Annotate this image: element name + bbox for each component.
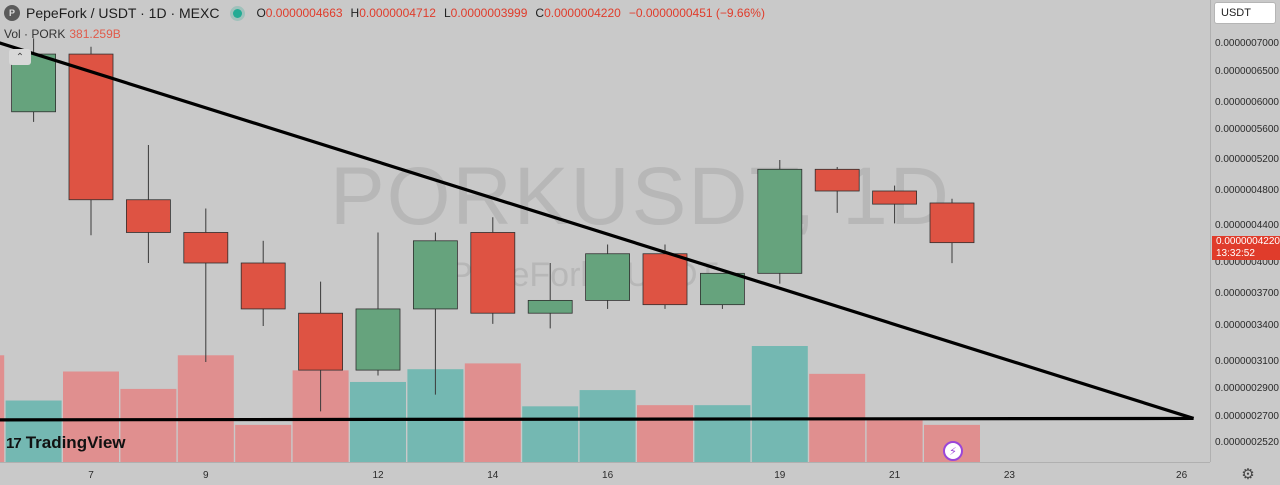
candle-body — [642, 253, 688, 306]
lightning-icon[interactable]: ⚡ — [943, 441, 963, 461]
candle-body — [355, 308, 401, 371]
volume-bar — [350, 381, 406, 462]
candle-body — [412, 240, 458, 310]
candle-body — [183, 232, 229, 264]
volume-bar — [464, 363, 521, 462]
time-tick-label: 7 — [88, 470, 94, 481]
trendline-descending-resistance — [0, 41, 1195, 420]
last-price-badge: 0.0000004220 13:32:52 — [1212, 236, 1280, 260]
symbol-title[interactable]: PepeFork / USDT · 1D · MEXC — [26, 5, 220, 21]
volume-bar — [522, 406, 579, 462]
volume-bar — [866, 420, 923, 462]
last-price-value: 0.0000004220 — [1216, 236, 1280, 247]
candle-body — [929, 202, 975, 244]
price-tick-label: 0.0000002700 — [1215, 411, 1279, 422]
volume-bar — [5, 400, 62, 462]
candle-body — [757, 168, 803, 274]
candle-body — [872, 190, 917, 205]
time-tick-label: 23 — [1003, 470, 1015, 481]
tradingview-logo-text: TradingView — [25, 433, 126, 452]
currency-select[interactable]: USDT — [1214, 2, 1276, 24]
time-tick-label: 21 — [889, 470, 901, 481]
volume-legend[interactable]: Vol · PORK 381.259B — [4, 27, 121, 41]
volume-bar — [751, 346, 808, 462]
candle-body — [814, 168, 860, 192]
tradingview-logo[interactable]: 17 TradingView — [6, 433, 126, 453]
market-status-icon[interactable] — [233, 8, 243, 18]
gear-icon[interactable]: ⚙ — [1241, 466, 1255, 483]
price-tick-label: 0.0000003700 — [1215, 288, 1279, 299]
time-tick-label: 16 — [602, 470, 614, 481]
volume-bar — [579, 390, 636, 462]
candle-body — [240, 262, 286, 310]
volume-value: 381.259B — [69, 27, 121, 41]
price-tick-label: 0.0000006500 — [1215, 66, 1279, 77]
time-tick-label: 14 — [487, 470, 499, 481]
symbol-logo-icon[interactable]: P — [4, 5, 20, 21]
candle-body — [298, 312, 344, 371]
price-scale[interactable] — [1210, 0, 1280, 462]
volume-bar — [177, 355, 234, 462]
price-tick-label: 0.0000005600 — [1215, 124, 1279, 135]
candle-body — [700, 272, 745, 306]
candle-body — [470, 232, 516, 314]
time-tick-label: 19 — [774, 470, 786, 481]
chevron-up-icon: ⌃ — [15, 51, 25, 63]
price-tick-label: 0.0000004800 — [1215, 185, 1279, 196]
high-value: 0.0000004712 — [359, 6, 436, 20]
price-tick-label: 0.0000004000 — [1215, 257, 1279, 268]
symbol-legend: P PepeFork / USDT · 1D · MEXC O0.0000004… — [4, 4, 765, 22]
open-label: O — [256, 6, 266, 20]
time-tick-label: 12 — [372, 470, 384, 481]
time-axis[interactable] — [0, 462, 1210, 485]
candle-body — [126, 199, 171, 233]
price-tick-label: 0.0000007000 — [1215, 38, 1279, 49]
tradingview-mark-icon: 17 — [6, 434, 22, 452]
price-tick-label: 0.0000002520 — [1215, 437, 1279, 448]
volume-bar — [637, 405, 693, 462]
time-tick-label: 26 — [1176, 470, 1188, 481]
bar-countdown: 13:32:52 — [1216, 248, 1255, 259]
collapse-legend-button[interactable]: ⌃ — [9, 49, 31, 65]
candle-body — [527, 299, 573, 314]
volume-label: Vol · PORK — [4, 27, 66, 41]
low-value: 0.0000003999 — [450, 6, 528, 20]
close-value: 0.0000004220 — [544, 6, 621, 20]
volume-bar — [0, 355, 5, 462]
price-tick-label: 0.0000003100 — [1215, 356, 1279, 367]
price-tick-label: 0.0000003400 — [1215, 320, 1279, 331]
price-tick-label: 0.0000002900 — [1215, 383, 1279, 394]
price-tick-label: 0.0000005200 — [1215, 154, 1279, 165]
open-value: 0.0000004663 — [265, 6, 343, 20]
trendline-horizontal-support — [0, 416, 1194, 422]
price-tick-label: 0.0000004400 — [1215, 220, 1279, 231]
ohlc-values: O0.0000004663 H0.0000004712 L0.000000399… — [256, 6, 765, 20]
high-label: H — [350, 6, 360, 20]
volume-bar — [120, 388, 177, 462]
volume-bar — [63, 371, 119, 462]
volume-bar — [694, 405, 751, 462]
close-label: C — [535, 6, 545, 20]
change-value: −0.0000000451 (−9.66%) — [628, 6, 765, 20]
candle-body — [68, 53, 114, 201]
volume-bar — [235, 424, 292, 462]
price-tick-label: 0.0000006000 — [1215, 97, 1279, 108]
time-tick-label: 9 — [203, 470, 209, 481]
low-label: L — [443, 6, 451, 20]
candle-body — [585, 253, 630, 301]
